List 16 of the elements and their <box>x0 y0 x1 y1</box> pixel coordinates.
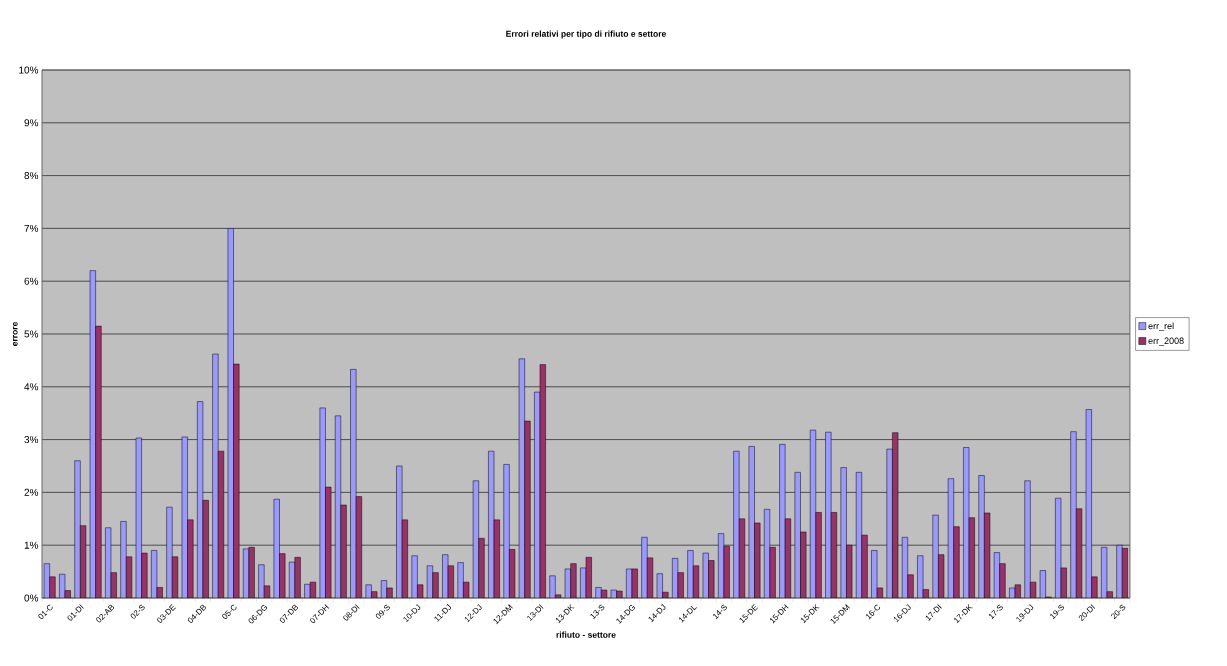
legend-label: err_2008 <box>1148 337 1184 346</box>
y-axis-title: errore <box>12 322 18 346</box>
y-tick-label: 1% <box>24 541 39 549</box>
y-tick-label: 3% <box>24 436 39 444</box>
y-tick-label: 7% <box>24 224 39 232</box>
chart-title: Errori relativi per tipo di rifiuto e settore <box>506 30 666 39</box>
y-tick-label: 0% <box>24 594 39 602</box>
y-tick-label: 9% <box>24 119 39 127</box>
y-tick-label: 5% <box>24 330 39 338</box>
y-tick-label: 2% <box>24 488 39 496</box>
legend-label: err_rel <box>1148 322 1174 331</box>
y-tick-label: 8% <box>24 172 39 180</box>
x-axis-title: rifiuto - settore <box>556 631 616 638</box>
y-tick-label: 10% <box>19 66 39 74</box>
y-tick-label: 4% <box>24 383 39 391</box>
y-tick-label: 6% <box>24 277 39 285</box>
